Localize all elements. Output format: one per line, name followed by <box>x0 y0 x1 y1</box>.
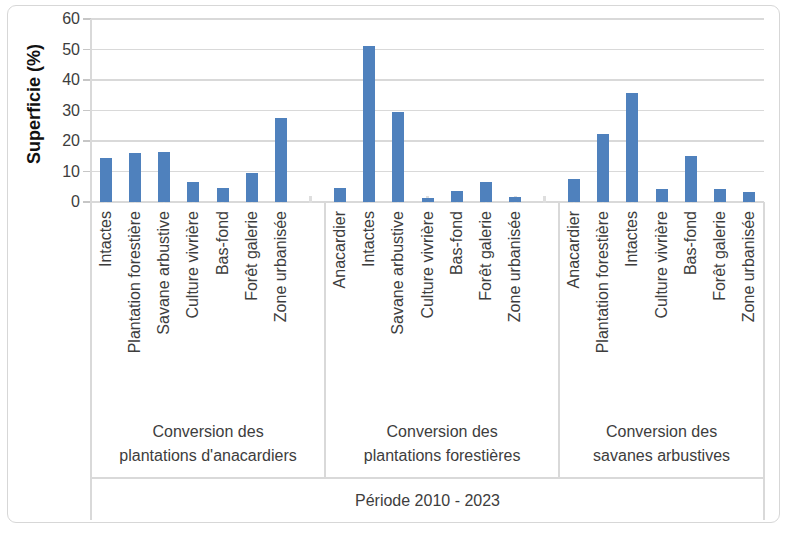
category-label: Zone urbanisée <box>272 211 290 411</box>
category-label: Anacardier <box>565 211 583 411</box>
y-tick-label: 60 <box>38 10 80 28</box>
gridline <box>91 18 764 20</box>
group-label-line2: savanes arbustives <box>559 444 764 468</box>
bar <box>187 182 199 202</box>
category-label: Intactes <box>360 211 378 411</box>
category-label: Savane arbustive <box>155 211 173 411</box>
bar <box>626 93 638 202</box>
y-tick-label: 0 <box>38 193 80 211</box>
y-tick-label: 30 <box>38 102 80 120</box>
category-label: Zone urbanisée <box>506 211 524 411</box>
bar <box>597 134 609 202</box>
bar <box>334 188 346 202</box>
bar <box>568 179 580 202</box>
category-label: Forêt galerie <box>477 211 495 411</box>
y-tick-label: 20 <box>38 132 80 150</box>
bar <box>480 182 492 202</box>
group-label-line2: plantations forestières <box>325 444 559 468</box>
category-label: Savane arbustive <box>389 211 407 411</box>
bar <box>246 173 258 202</box>
bar <box>363 46 375 202</box>
bar <box>509 197 521 202</box>
category-label: Bas-fond <box>682 211 700 411</box>
gridline <box>91 49 764 51</box>
category-label: Zone urbanisée <box>740 211 758 411</box>
bar <box>100 158 112 202</box>
bar <box>656 189 668 202</box>
group-label: Conversion dessavanes arbustives <box>559 420 764 468</box>
bar <box>743 192 755 202</box>
category-label: Bas-fond <box>448 211 466 411</box>
gridline <box>91 140 764 142</box>
gridline <box>91 79 764 81</box>
category-label: Intactes <box>97 211 115 411</box>
group-label-line1: Conversion des <box>91 420 325 444</box>
bar <box>422 198 434 202</box>
axis-right-edge-line <box>763 202 765 520</box>
bar <box>129 153 141 202</box>
category-label: Plantation forestière <box>594 211 612 411</box>
gridline <box>91 171 764 173</box>
axis-level-line <box>91 477 764 479</box>
category-label: Forêt galerie <box>711 211 729 411</box>
bar <box>217 188 229 202</box>
y-tick-label: 50 <box>38 41 80 59</box>
bar <box>158 152 170 202</box>
category-tick <box>309 196 312 203</box>
category-label: Plantation forestière <box>126 211 144 411</box>
gridline <box>91 110 764 112</box>
group-label: Conversion desplantations d'anacardiers <box>91 420 325 468</box>
category-label: Anacardier <box>331 211 349 411</box>
y-tick-label: 40 <box>38 71 80 89</box>
y-tick-label: 10 <box>38 163 80 181</box>
category-label: Intactes <box>623 211 641 411</box>
group-label-line1: Conversion des <box>325 420 559 444</box>
category-label: Bas-fond <box>214 211 232 411</box>
category-label: Forêt galerie <box>243 211 261 411</box>
category-label: Culture vivrière <box>184 211 202 411</box>
bar <box>451 191 463 202</box>
category-label: Culture vivrière <box>653 211 671 411</box>
bar <box>685 156 697 202</box>
chart-screenshot: Superficie (%) 0102030405060IntactesPlan… <box>0 0 788 534</box>
x-axis-title: Période 2010 - 2023 <box>91 492 764 510</box>
bar <box>275 118 287 202</box>
category-label: Culture vivrière <box>419 211 437 411</box>
group-label-line2: plantations d'anacardiers <box>91 444 325 468</box>
bar <box>392 112 404 202</box>
group-label: Conversion desplantations forestières <box>325 420 559 468</box>
group-label-line1: Conversion des <box>559 420 764 444</box>
category-tick <box>543 196 546 203</box>
bar <box>714 189 726 202</box>
